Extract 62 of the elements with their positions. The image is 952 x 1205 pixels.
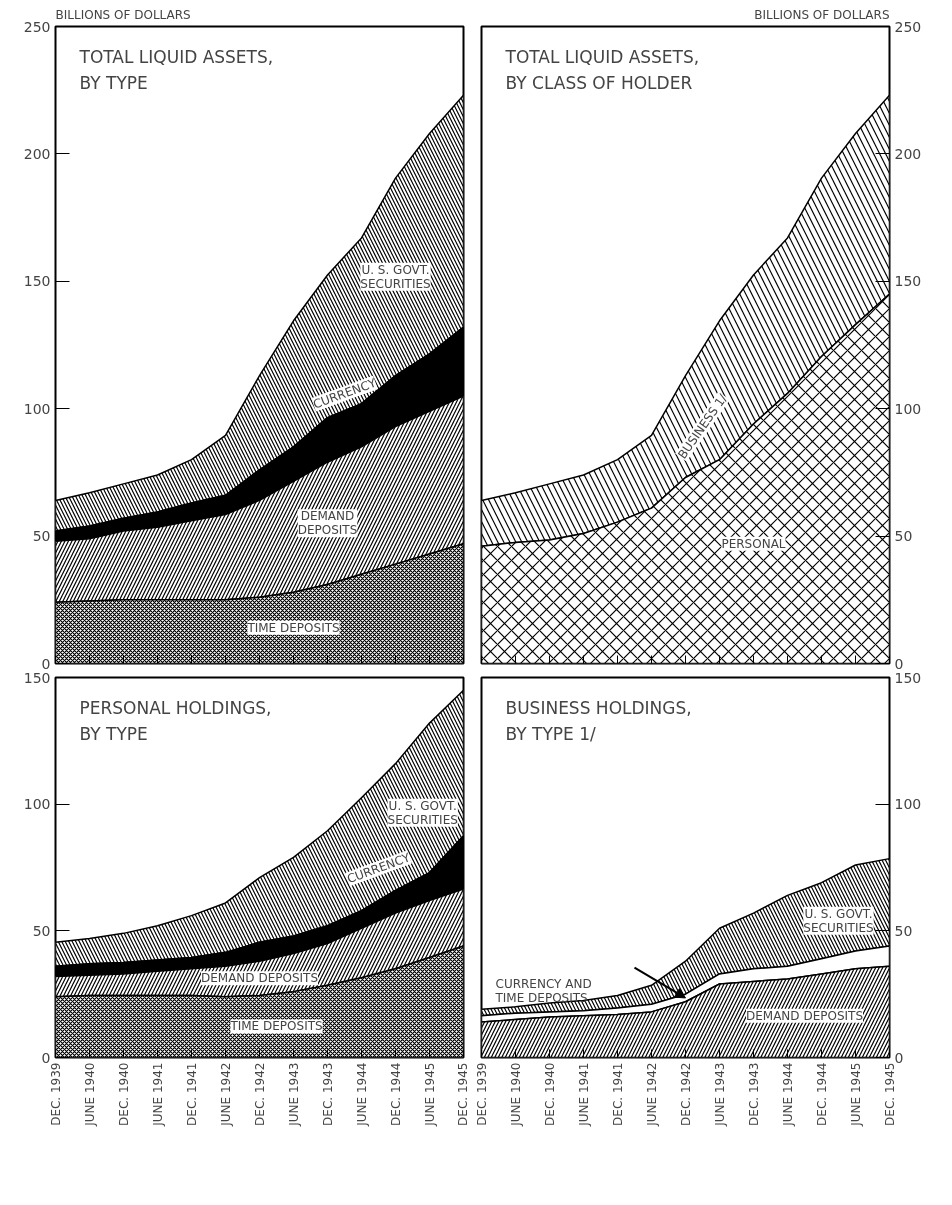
x-tick-label: DEC. 1940 [542, 1062, 557, 1126]
x-tick-label: DEC. 1939 [48, 1062, 63, 1126]
y-tick-label: 0 [41, 1049, 51, 1066]
series-label: CURRENCY AND TIME DEPOSITS [494, 976, 592, 1005]
text: TOTAL LIQUID ASSETS, BY TYPE [78, 46, 274, 93]
x-tick-label: DEC. 1944 [814, 1062, 829, 1126]
x-tick-label: JUNE 1941 [576, 1062, 591, 1127]
x-tick-label: JUNE 1940 [508, 1062, 523, 1127]
series-label: U. S. GOVT. SECURITIES [387, 798, 458, 827]
text: PERSONAL HOLDINGS, BY TYPE [79, 697, 272, 744]
x-tick-label: DEC. 1945 [882, 1062, 897, 1126]
y-tick-label: 250 [23, 18, 51, 35]
y-axis-title: BILLIONS OF DOLLARS [55, 7, 191, 22]
y-tick-label: 50 [894, 922, 913, 939]
x-tick-label: DEC. 1942 [252, 1062, 267, 1126]
y-tick-label: 50 [32, 922, 51, 939]
x-tick-label: DEC. 1943 [746, 1062, 761, 1126]
x-tick-label: JUNE 1940 [82, 1062, 97, 1127]
series-label: DEMAND DEPOSITS [745, 1008, 864, 1023]
series-label: DEMAND DEPOSITS [200, 971, 319, 986]
text: TOTAL LIQUID ASSETS, BY CLASS OF HOLDER [504, 46, 700, 93]
y-tick-label: 50 [894, 528, 913, 545]
y-tick-label: 100 [894, 796, 922, 813]
series-label: DEMAND DEPOSITS [297, 509, 358, 538]
y-tick-label: 0 [41, 655, 51, 672]
series-label: PERSONAL [721, 536, 786, 551]
x-tick-label: DEC. 1943 [320, 1062, 335, 1126]
series-label: U. S. GOVT. SECURITIES [803, 906, 874, 935]
x-tick-label: DEC. 1939 [474, 1062, 489, 1126]
series-label: TIME DEPOSITS [246, 620, 340, 635]
x-tick-label: JUNE 1944 [354, 1062, 369, 1127]
x-tick-label: JUNE 1945 [848, 1062, 863, 1127]
y-tick-label: 150 [894, 669, 922, 686]
x-tick-label: DEC. 1941 [610, 1062, 625, 1126]
x-tick-label: DEC. 1941 [184, 1062, 199, 1126]
x-tick-label: JUNE 1941 [150, 1062, 165, 1127]
y-tick-label: 100 [23, 796, 51, 813]
x-tick-label: JUNE 1945 [422, 1062, 437, 1127]
x-tick-label: JUNE 1944 [780, 1062, 795, 1127]
x-tick-label: JUNE 1942 [644, 1062, 659, 1127]
y-tick-label: 100 [894, 400, 922, 417]
y-tick-label: 0 [894, 655, 904, 672]
y-tick-label: 150 [23, 669, 51, 686]
x-tick-label: DEC. 1940 [116, 1062, 131, 1126]
x-tick-label: DEC. 1945 [455, 1062, 470, 1126]
y-tick-label: 250 [894, 18, 922, 35]
x-tick-label: DEC. 1944 [388, 1062, 403, 1126]
x-tick-label: JUNE 1943 [712, 1062, 727, 1127]
y-tick-label: 150 [23, 273, 51, 290]
x-tick-label: JUNE 1942 [218, 1062, 233, 1127]
x-tick-label: DEC. 1942 [678, 1062, 693, 1126]
series-label: U. S. GOVT. SECURITIES [360, 262, 431, 291]
y-tick-label: 100 [23, 400, 51, 417]
series-label: TIME DEPOSITS [229, 1019, 323, 1034]
text: BUSINESS HOLDINGS, BY TYPE 1/ [505, 697, 692, 744]
y-tick-label: 200 [894, 145, 922, 162]
y-tick-label: 50 [32, 528, 51, 545]
y-tick-label: 200 [23, 145, 51, 162]
y-tick-label: 0 [894, 1049, 904, 1066]
y-axis-title: BILLIONS OF DOLLARS [754, 7, 890, 22]
x-tick-label: JUNE 1943 [286, 1062, 301, 1127]
y-tick-label: 150 [894, 273, 922, 290]
